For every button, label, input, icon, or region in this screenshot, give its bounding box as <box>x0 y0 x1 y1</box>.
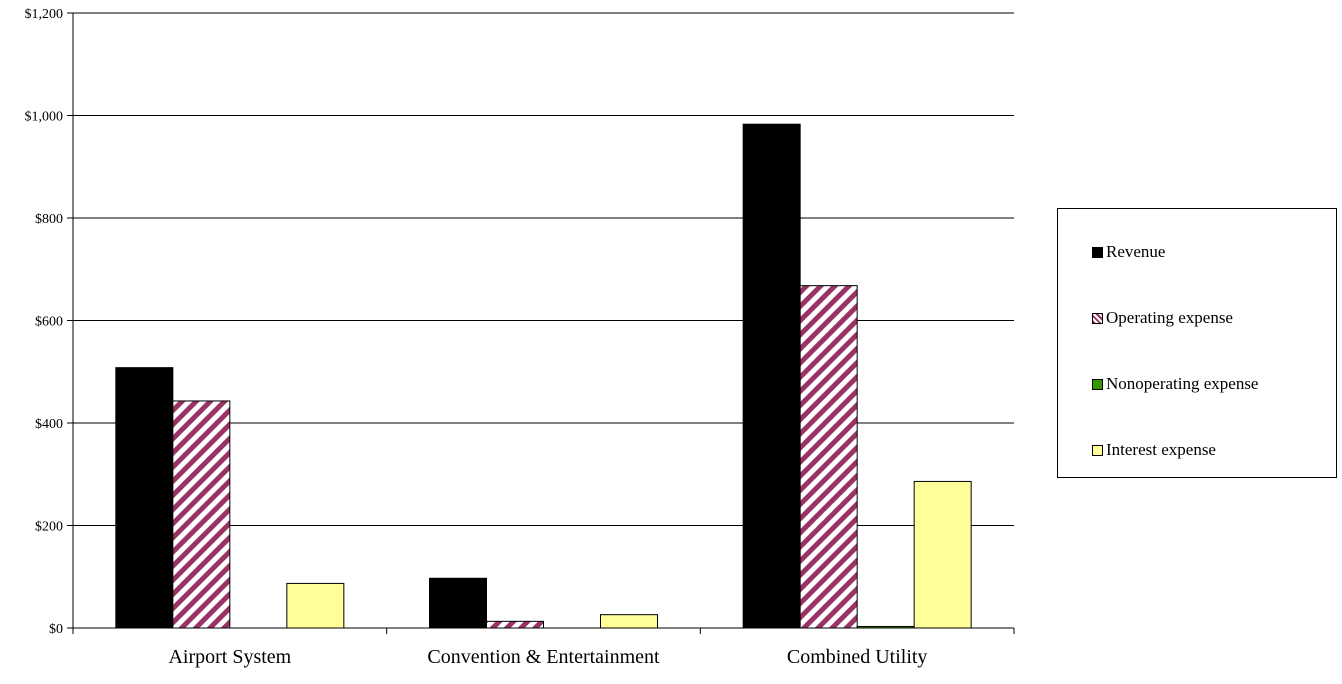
chart-legend: Revenue Operating expense Nonoperating e… <box>1057 208 1337 478</box>
x-tick-label: Convention & Entertainment <box>427 646 660 668</box>
bar-operating-expense-2 <box>486 620 544 629</box>
y-tick-label: $600 <box>35 315 63 330</box>
legend-label-nonoperating-expense: Nonoperating expense <box>1106 374 1259 393</box>
legend-swatch-interest-expense <box>1092 444 1103 456</box>
bar-revenue-3 <box>742 123 801 629</box>
y-tick-label: $1,200 <box>25 7 64 22</box>
legend-item-operating-expense: Operating expense <box>1092 308 1233 328</box>
y-tick-label: $1,000 <box>25 110 64 125</box>
legend-item-nonoperating-expense: Nonoperating expense <box>1092 374 1258 394</box>
x-tick-label: Combined Utility <box>787 646 928 668</box>
legend-swatch-operating-expense <box>1092 312 1103 324</box>
bar-interest-expense-1 <box>286 582 345 629</box>
bar-revenue-2 <box>429 577 487 629</box>
legend-swatch-nonoperating-expense <box>1092 378 1103 390</box>
y-tick-label: $0 <box>49 622 63 637</box>
bar-revenue-1 <box>115 367 174 629</box>
legend-item-revenue: Revenue <box>1092 242 1165 262</box>
legend-label-operating-expense: Operating expense <box>1106 308 1233 327</box>
y-tick-label: $200 <box>35 520 63 535</box>
y-tick-label: $800 <box>35 212 63 227</box>
bar-operating-expense-1 <box>172 400 231 629</box>
bar-interest-expense-3 <box>913 480 972 629</box>
bar-operating-expense-3 <box>799 285 858 629</box>
y-tick-label: $400 <box>35 417 63 432</box>
x-tick-label: Airport System <box>168 646 291 668</box>
bar-interest-expense-2 <box>600 614 658 629</box>
legend-label-interest-expense: Interest expense <box>1106 440 1216 459</box>
legend-label-revenue: Revenue <box>1106 242 1166 261</box>
legend-swatch-revenue <box>1092 246 1103 258</box>
legend-item-interest-expense: Interest expense <box>1092 440 1216 460</box>
